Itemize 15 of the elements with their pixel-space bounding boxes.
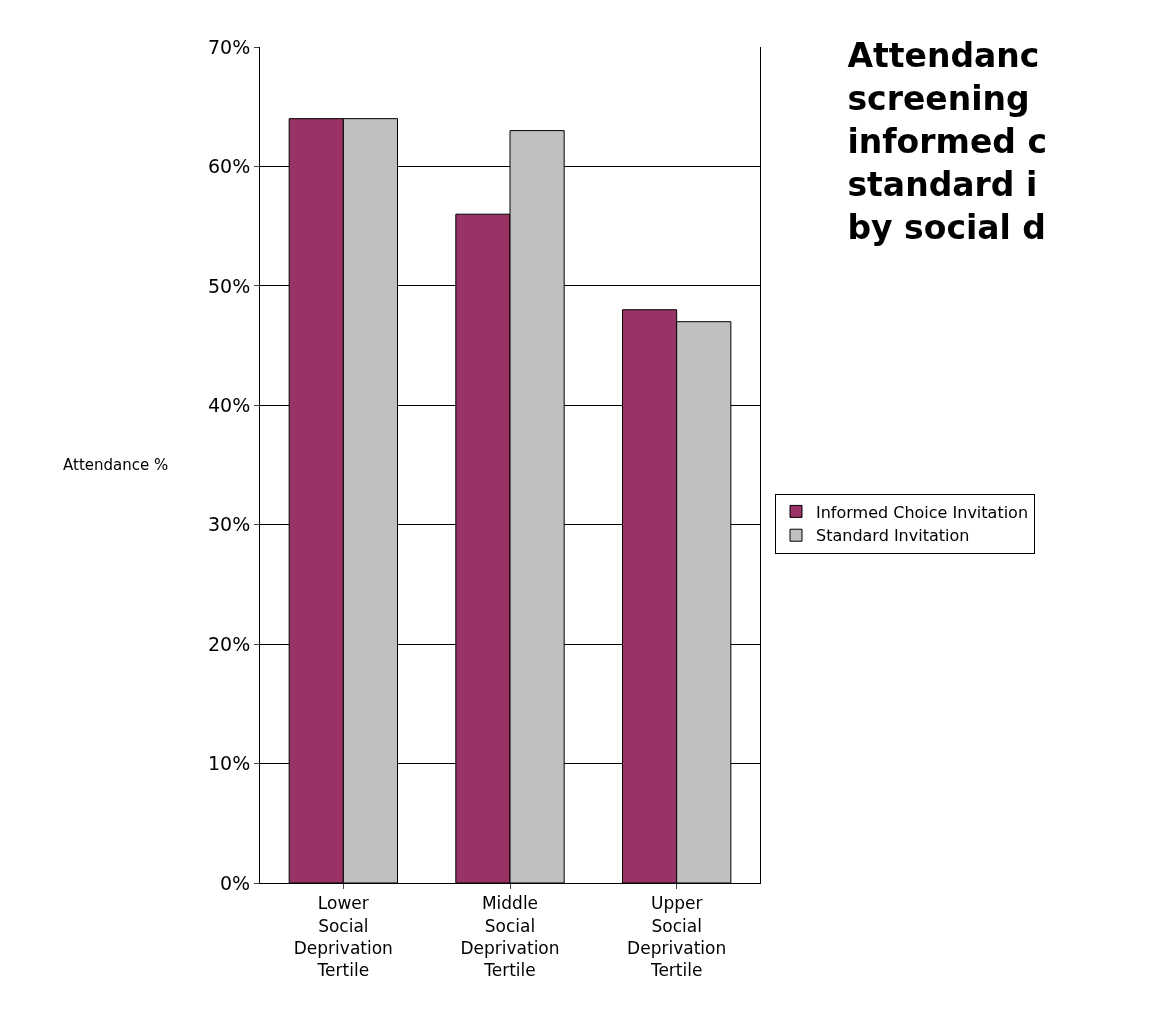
y-tick-label: 0%: [220, 871, 251, 894]
text: Attendanc screening informed c standard i by social d: [847, 35, 1047, 247]
y-tick-label: 70%: [207, 35, 251, 58]
x-tick-label: Lower Social Deprivation Tertile: [293, 893, 393, 980]
y-tick-label: 50%: [207, 274, 251, 297]
y-tick-label: 30%: [207, 513, 251, 536]
y-axis-title: Attendance %: [63, 456, 169, 474]
legend-label: Standard Invitation: [816, 526, 970, 546]
x-tick-label: Middle Social Deprivation Tertile: [460, 893, 560, 980]
y-tick-label: 10%: [207, 752, 251, 775]
legend-label: Informed Choice Invitation: [816, 502, 1029, 522]
x-tick-label: Upper Social Deprivation Tertile: [627, 893, 727, 980]
y-tick-label: 20%: [207, 632, 251, 655]
y-tick-label: 40%: [207, 393, 251, 416]
y-tick-label: 60%: [207, 155, 251, 178]
